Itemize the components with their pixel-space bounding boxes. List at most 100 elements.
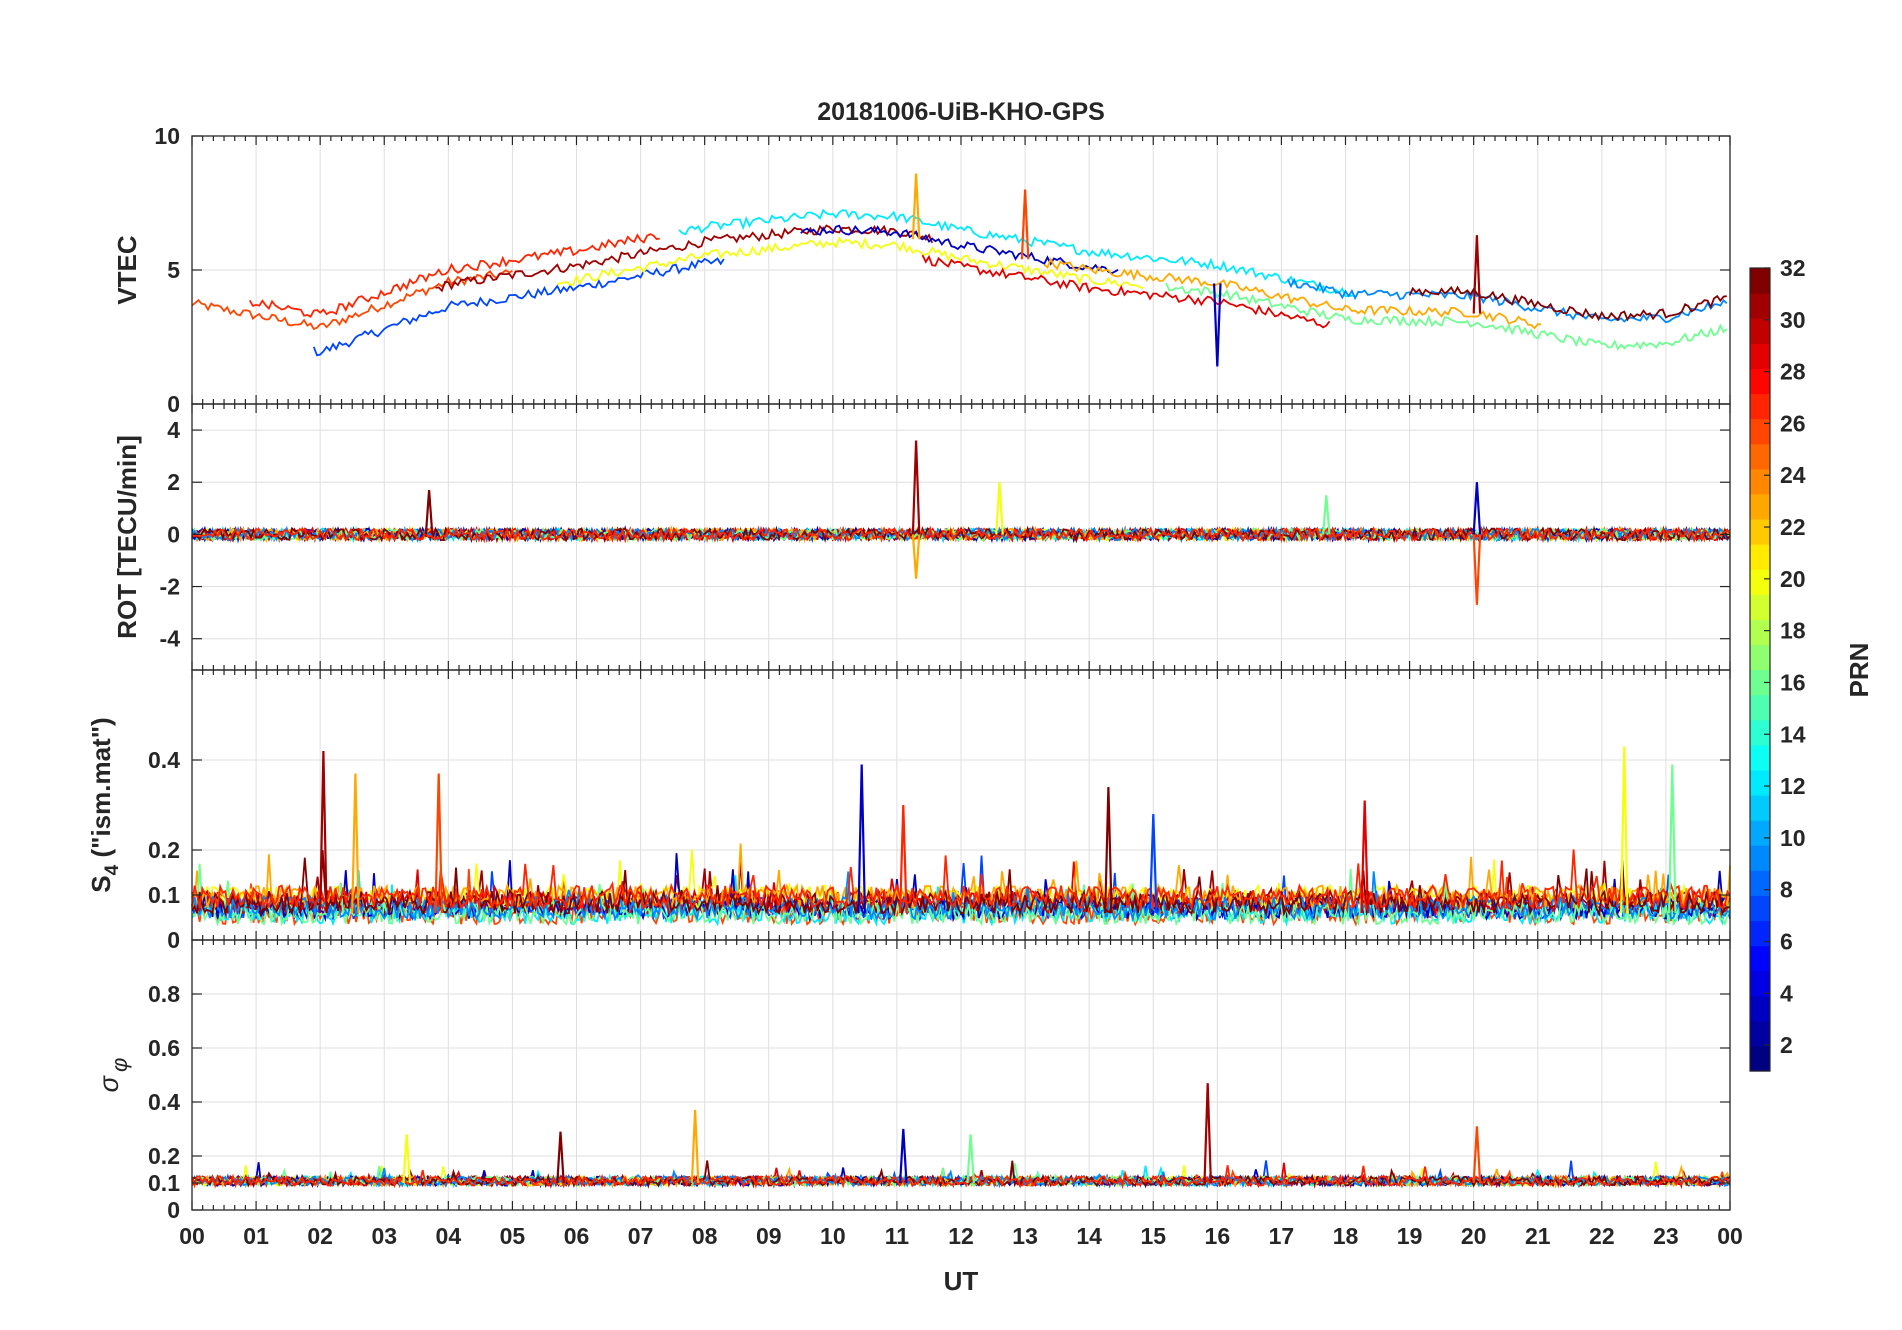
- colorbar-tick-label: 10: [1780, 825, 1806, 851]
- data-spike: [319, 750, 328, 914]
- data-spike: [911, 440, 921, 535]
- colorbar-segment: [1750, 518, 1770, 545]
- x-tick-label: 07: [628, 1223, 654, 1249]
- y-tick-label: 0.6: [148, 1035, 180, 1061]
- colorbar-tick-label: 14: [1780, 721, 1806, 747]
- data-spike: [1104, 786, 1113, 914]
- data-spike: [424, 490, 434, 535]
- panel-s4: 0 0.1 0.2 0.4 S4 ("ism.mat"): [86, 669, 1731, 953]
- y-tick-label: 10: [154, 123, 180, 149]
- x-tick-label: 11: [885, 1223, 910, 1249]
- y-tick-label: 0.4: [148, 1089, 180, 1115]
- colorbar-segment: [1750, 995, 1770, 1022]
- colorbar-tick-label: 22: [1780, 514, 1806, 540]
- x-tick-label: 17: [1269, 1223, 1295, 1249]
- series-line: [1165, 282, 1728, 351]
- series-line: [191, 849, 1731, 912]
- x-tick-label: 00: [179, 1223, 205, 1249]
- data-spike: [351, 773, 360, 914]
- colorbar-segment: [1750, 493, 1770, 520]
- colorbar-segment: [1750, 845, 1770, 871]
- series-line: [1286, 277, 1728, 324]
- colorbar-tick-label: 8: [1780, 877, 1793, 903]
- series-line: [248, 233, 660, 318]
- colorbar-tick-label: 28: [1780, 359, 1806, 385]
- series-line: [1043, 257, 1542, 330]
- data-spike: [1472, 235, 1482, 314]
- x-tick-label: 14: [1076, 1223, 1102, 1249]
- colorbar-segment: [1750, 569, 1770, 595]
- data-spike: [966, 1134, 975, 1184]
- colorbar-segment: [1750, 895, 1770, 922]
- data-spike: [434, 773, 443, 914]
- data-spike: [1203, 1083, 1212, 1184]
- colorbar-segment: [1750, 644, 1770, 671]
- colorbar-segment: [1750, 293, 1770, 319]
- x-axis-ticks: 00 01 02 03 04 05 06 07 08 09 10 11 12 13 14 15 16 17 18 19…: [179, 1223, 1743, 1249]
- colorbar-tick-label: 12: [1780, 773, 1806, 799]
- colorbar-segment: [1750, 870, 1770, 896]
- colorbar-segment: [1750, 694, 1770, 721]
- series-line: [921, 254, 1331, 329]
- data-spike: [1322, 495, 1331, 535]
- data-spike: [1472, 1126, 1482, 1184]
- colorbar-tick-label: 18: [1780, 618, 1806, 644]
- data-spike: [1360, 800, 1369, 914]
- y-tick-label: 0: [167, 391, 180, 417]
- colorbar-segment: [1750, 443, 1770, 470]
- panel-sigma-phi: 00.10.2 0.4 0.6 0.8 σφ: [94, 939, 1731, 1223]
- y-axis-label: S4 ("ism.mat"): [86, 717, 123, 892]
- x-tick-label: 19: [1397, 1223, 1423, 1249]
- colorbar-segment: [1750, 393, 1770, 420]
- data-spike: [911, 173, 921, 240]
- x-tick-label: 00: [1717, 1223, 1743, 1249]
- x-tick-label: 04: [436, 1223, 462, 1249]
- chart-title: 20181006-UiB-KHO-GPS: [817, 98, 1105, 126]
- x-tick-label: 15: [1140, 1223, 1166, 1249]
- colorbar-segment: [1750, 744, 1770, 771]
- x-tick-label: 09: [756, 1223, 782, 1249]
- series-line: [435, 224, 934, 293]
- colorbar-segment: [1750, 719, 1770, 746]
- y-axis-label: ROT [TECU/min]: [112, 435, 142, 639]
- data-spike: [690, 1110, 700, 1184]
- data-spike: [899, 1128, 908, 1184]
- x-tick-label: 06: [564, 1223, 590, 1249]
- series-line: [191, 269, 513, 331]
- colorbar-segment: [1750, 468, 1770, 495]
- data-spike: [911, 534, 921, 579]
- y-tick-label: 0.2: [148, 837, 180, 863]
- colorbar-segment: [1750, 1045, 1770, 1072]
- y-tick-label: -4: [160, 626, 181, 652]
- x-tick-label: 13: [1012, 1223, 1038, 1249]
- data-spike: [402, 1134, 411, 1184]
- colorbar-tick-label: 32: [1780, 255, 1806, 281]
- data-spike: [1620, 746, 1629, 914]
- data-spike: [1148, 813, 1158, 914]
- colorbar-segment: [1750, 945, 1770, 972]
- y-tick-label: 0.1: [148, 1170, 180, 1196]
- panel-rot: -4 -2 0 2 4 ROT [TECU/min]: [112, 403, 1731, 671]
- colorbar-label: PRN: [1844, 643, 1874, 698]
- colorbar-segment: [1750, 794, 1770, 821]
- colorbar-segment: [1750, 769, 1770, 796]
- colorbar-tick-label: 20: [1780, 566, 1806, 592]
- y-axis-label: σφ: [94, 1058, 132, 1093]
- y-tick-label: 0.8: [148, 981, 180, 1007]
- x-tick-label: 05: [500, 1223, 526, 1249]
- x-tick-label: 12: [948, 1223, 974, 1249]
- y-tick-label: 2: [167, 469, 180, 495]
- colorbar-tick-label: 4: [1780, 980, 1793, 1006]
- series-line: [312, 257, 725, 357]
- data-spike: [1213, 283, 1222, 367]
- colorbar-segment: [1750, 368, 1770, 395]
- y-tick-label: 5: [167, 257, 180, 283]
- y-tick-label: -2: [160, 574, 180, 600]
- y-tick-label: 0: [167, 521, 180, 547]
- x-tick-label: 22: [1589, 1223, 1615, 1249]
- colorbar-tick-label: 16: [1780, 669, 1806, 695]
- data-spike: [1472, 534, 1482, 605]
- x-tick-label: 20: [1461, 1223, 1487, 1249]
